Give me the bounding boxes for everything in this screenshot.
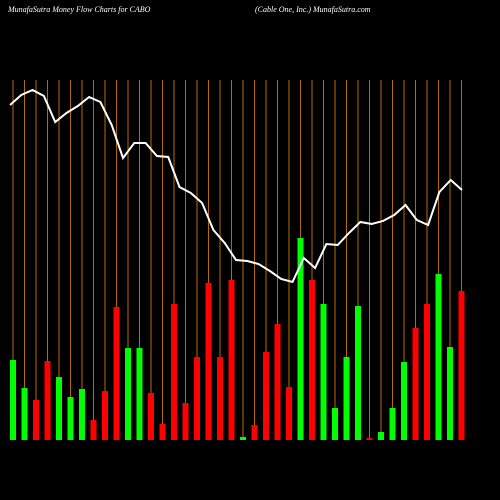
bar — [378, 432, 384, 440]
bar — [309, 280, 315, 440]
bar — [286, 387, 292, 440]
bar — [21, 388, 28, 440]
bar — [67, 397, 74, 440]
bar — [458, 291, 465, 440]
bar — [263, 352, 269, 440]
bar — [90, 420, 97, 440]
bar — [10, 360, 16, 440]
chart-title: MunafaSutra Money Flow Charts for CABO — [7, 5, 151, 14]
bar — [366, 438, 373, 440]
bar — [435, 274, 442, 440]
bar — [33, 400, 39, 440]
bar — [355, 306, 361, 440]
bar — [194, 357, 200, 440]
bar — [125, 348, 131, 440]
bar — [424, 304, 430, 440]
bar — [332, 408, 338, 440]
bar — [113, 307, 120, 440]
bar — [343, 357, 350, 440]
bar — [274, 324, 281, 440]
bar — [79, 389, 85, 440]
bar — [136, 348, 143, 440]
bar — [320, 304, 327, 440]
bar — [205, 283, 212, 440]
bar — [389, 408, 396, 440]
bar — [401, 362, 407, 440]
money-flow-line — [9, 88, 463, 284]
bar — [159, 424, 166, 440]
bar — [44, 361, 51, 440]
bar — [56, 377, 62, 440]
bar — [182, 403, 189, 440]
bar — [148, 393, 154, 440]
bar — [228, 280, 235, 440]
bar — [297, 238, 304, 440]
bar — [171, 304, 177, 440]
chart-subtitle: (Cable One, Inc.) MunafaSutra.com — [255, 5, 371, 14]
bar — [412, 328, 419, 440]
bar — [251, 425, 258, 440]
bar — [217, 357, 223, 440]
bar — [447, 347, 453, 440]
bar — [102, 391, 108, 440]
bar — [240, 437, 246, 440]
